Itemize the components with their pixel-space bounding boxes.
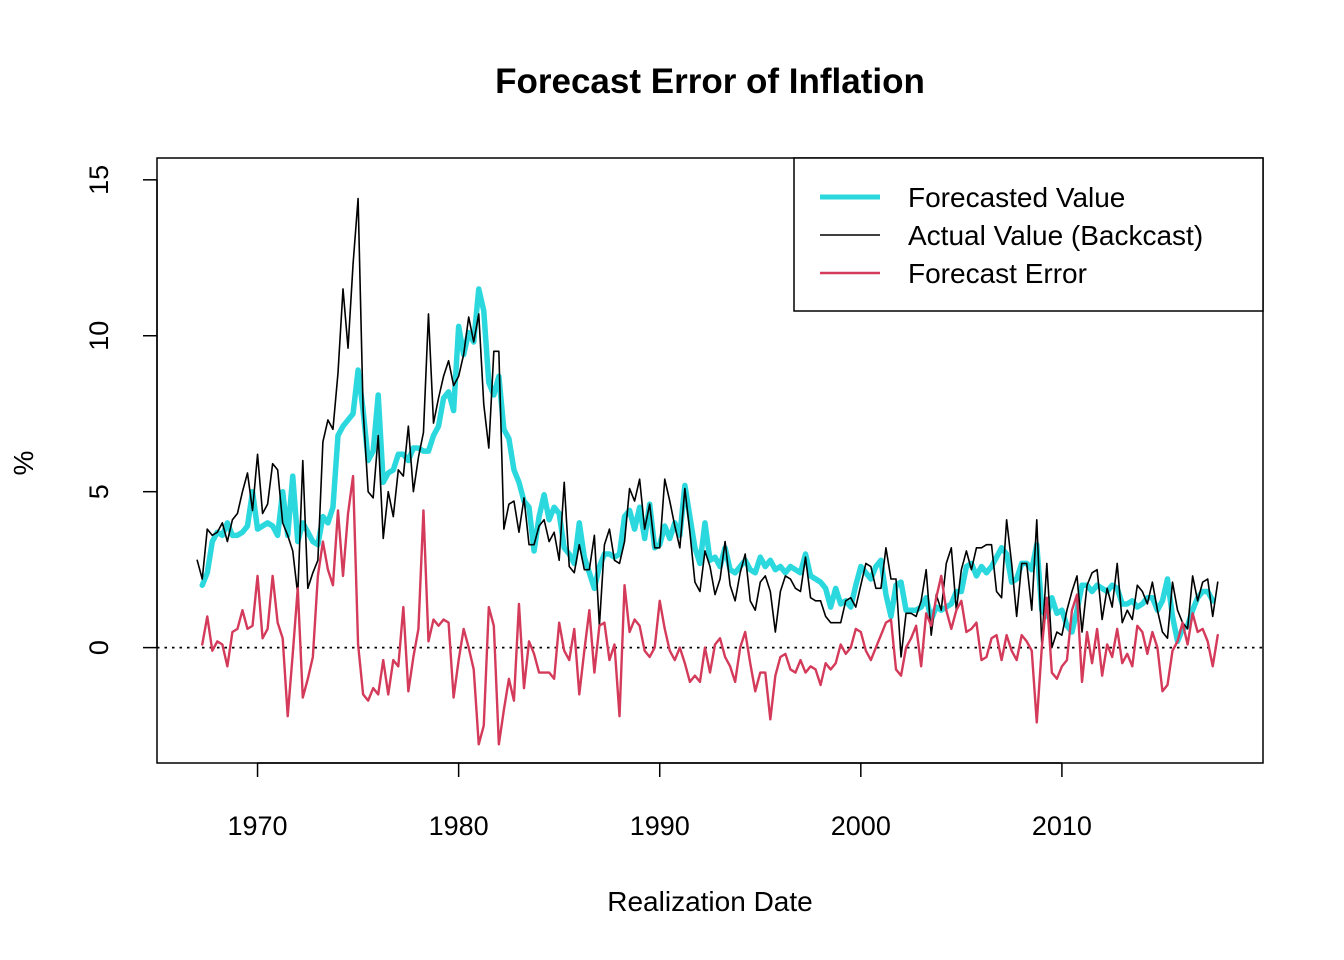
actual-value-line [196, 197, 1219, 658]
y-tick-label: 10 [84, 321, 114, 351]
x-tick-label: 2010 [1032, 811, 1092, 841]
series-layer [196, 197, 1219, 746]
x-tick-label: 1970 [228, 811, 288, 841]
x-axis-label: Realization Date [607, 886, 812, 917]
y-tick-label: 15 [84, 165, 114, 195]
x-tick-label: 1990 [630, 811, 690, 841]
plot-frame [156, 157, 1264, 764]
x-axis: 1970 1980 1990 2000 2010 [228, 762, 1092, 841]
x-tick-label: 2000 [831, 811, 891, 841]
chart-title: Forecast Error of Inflation [495, 62, 925, 101]
forecast-error-line [201, 474, 1219, 746]
legend-label-actual-value: Actual Value (Backcast) [908, 220, 1203, 251]
legend-label-forecast-error: Forecast Error [908, 258, 1087, 289]
x-tick-label: 1980 [429, 811, 489, 841]
y-tick-label: 0 [84, 640, 114, 655]
legend-label-forecasted-value: Forecasted Value [908, 182, 1125, 213]
legend: Forecasted Value Actual Value (Backcast)… [793, 157, 1264, 312]
y-axis-label: % [8, 451, 39, 476]
y-tick-label: 5 [84, 484, 114, 499]
